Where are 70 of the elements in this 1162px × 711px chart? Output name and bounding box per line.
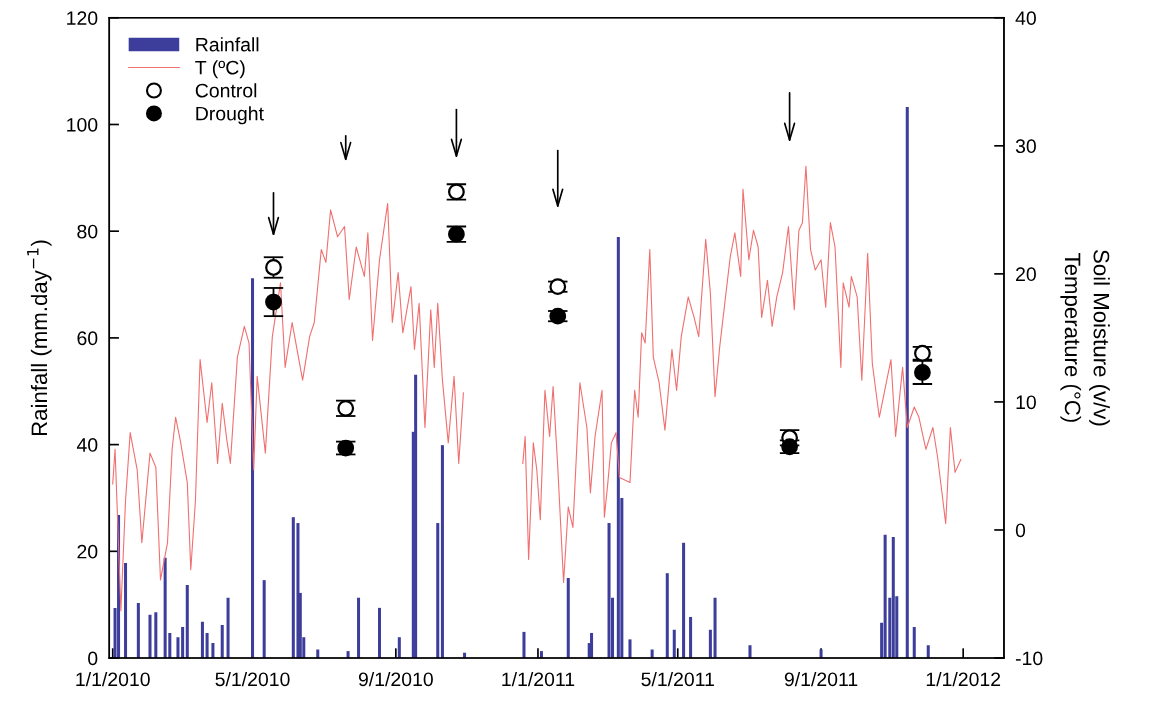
y-tick-label: 100 bbox=[67, 117, 98, 132]
bar bbox=[672, 629, 676, 659]
bar bbox=[665, 573, 669, 659]
bar bbox=[357, 597, 361, 659]
bar bbox=[414, 374, 418, 659]
bar bbox=[378, 607, 382, 659]
bar bbox=[713, 597, 717, 659]
bar bbox=[251, 278, 255, 659]
bar bbox=[205, 632, 209, 659]
bar bbox=[200, 621, 204, 659]
bar bbox=[436, 523, 440, 659]
legend-label: Control bbox=[195, 83, 257, 98]
bar bbox=[883, 534, 887, 659]
legend-label: Rainfall bbox=[196, 37, 259, 52]
bar bbox=[211, 643, 215, 659]
y-tick-label: 20 bbox=[77, 544, 98, 559]
y-tick-label: 80 bbox=[77, 224, 98, 239]
y2-tick-label: 10 bbox=[1016, 395, 1036, 410]
bar bbox=[748, 645, 752, 659]
bar bbox=[891, 536, 895, 659]
bar bbox=[708, 629, 712, 659]
bar bbox=[607, 523, 611, 659]
bar bbox=[185, 584, 189, 659]
legend-label: T (ºC) bbox=[195, 60, 245, 79]
bar bbox=[522, 631, 526, 659]
bar bbox=[926, 645, 930, 659]
y2-tick-label: 30 bbox=[1015, 139, 1036, 154]
legend-label: Drought bbox=[196, 106, 264, 125]
y-tick-label: 40 bbox=[76, 438, 98, 452]
bar bbox=[616, 237, 620, 659]
bar bbox=[154, 612, 158, 659]
y2-tick-label: 20 bbox=[1016, 267, 1036, 282]
y-axis-title: Rainfall (mm.day$^{−1}$) bbox=[27, 240, 52, 436]
x-tick-label: 1/1/2011 bbox=[502, 671, 575, 687]
bar bbox=[181, 627, 185, 659]
bar bbox=[124, 563, 128, 659]
y2-tick-label: 0 bbox=[1015, 523, 1026, 538]
bar bbox=[682, 542, 686, 659]
bar bbox=[176, 637, 180, 659]
bar bbox=[912, 627, 916, 659]
y-tick-label: 120 bbox=[67, 11, 98, 26]
y2-tick-label: 40 bbox=[1015, 11, 1036, 26]
point bbox=[914, 364, 931, 381]
bar bbox=[689, 616, 693, 659]
point bbox=[265, 293, 282, 311]
bar bbox=[316, 649, 320, 659]
bar bbox=[440, 445, 444, 659]
bar bbox=[590, 632, 594, 659]
bar bbox=[291, 517, 295, 659]
bar bbox=[136, 603, 140, 659]
x-tick-label: 5/1/2011 bbox=[641, 671, 714, 687]
bar bbox=[628, 639, 632, 659]
x-tick-label: 5/1/2010 bbox=[215, 671, 290, 687]
bar bbox=[226, 597, 230, 659]
x-tick-label: 9/1/2011 bbox=[784, 671, 858, 687]
y2-axis-title: Soil Moisture (v/v) Temperature (°C) bbox=[1060, 250, 1110, 426]
bar bbox=[905, 106, 909, 659]
x-tick-label: 1/1/2012 bbox=[926, 671, 1001, 687]
bar bbox=[163, 557, 167, 659]
x-tick-label: 9/1/2010 bbox=[358, 671, 433, 687]
y-tick-label: 0 bbox=[88, 651, 98, 666]
bar bbox=[262, 580, 266, 659]
y2-tick-label: -10 bbox=[1015, 651, 1043, 666]
bar bbox=[397, 637, 401, 659]
bar bbox=[220, 624, 224, 659]
bar bbox=[566, 578, 570, 659]
bar bbox=[650, 649, 654, 659]
bar bbox=[148, 614, 152, 659]
x-tick-label: 1/1/2010 bbox=[76, 671, 150, 687]
y-tick-label: 60 bbox=[77, 331, 98, 346]
